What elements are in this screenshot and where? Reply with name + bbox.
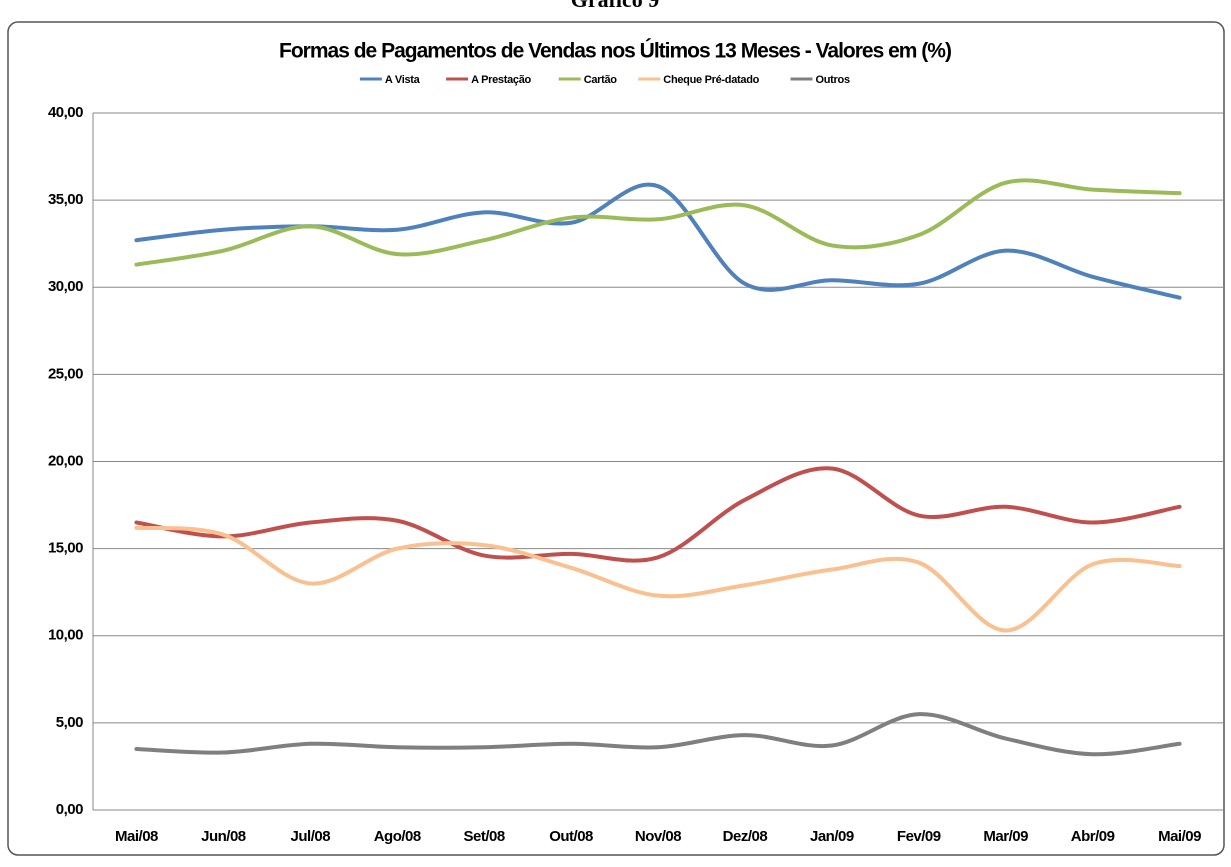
x-tick-label: Ago/08 — [374, 828, 421, 845]
x-tick-label: Out/08 — [549, 828, 593, 845]
legend-label: Cheque Pré-datado — [663, 74, 759, 86]
y-tick-label: 40,00 — [48, 104, 83, 121]
x-tick-label: Dez/08 — [723, 828, 768, 845]
x-tick-label: Abr/09 — [1071, 828, 1115, 845]
legend-label: Outros — [816, 74, 850, 86]
line-series — [134, 466, 1182, 563]
y-tick-label: 5,00 — [56, 714, 83, 731]
y-tick-label: 10,00 — [48, 627, 83, 644]
x-tick-label: Set/08 — [464, 828, 505, 845]
y-tick-label: 25,00 — [48, 365, 83, 382]
x-tick-label: Jul/08 — [291, 828, 331, 845]
x-tick-label: Mai/08 — [115, 828, 158, 845]
y-tick-label: 0,00 — [56, 801, 83, 818]
x-tick-label: Mar/09 — [983, 828, 1028, 845]
legend-label: A Prestação — [471, 74, 531, 86]
x-tick-label: Jun/08 — [201, 828, 246, 845]
line-series — [134, 178, 1182, 267]
legend-label: A Vista — [385, 74, 421, 86]
chart-frame — [7, 21, 1225, 856]
chart-title: Formas de Pagamentos de Vendas nos Últim… — [279, 39, 951, 63]
y-tick-label: 30,00 — [48, 278, 83, 295]
x-tick-label: Fev/09 — [897, 828, 941, 845]
line-series — [134, 712, 1182, 757]
line-series — [134, 525, 1182, 633]
legend-label: Cartão — [584, 74, 618, 86]
x-tick-label: Nov/08 — [635, 828, 681, 845]
page-title: Gráfico 9 — [571, 0, 660, 12]
x-tick-label: Jan/09 — [810, 828, 854, 845]
y-tick-label: 20,00 — [48, 452, 83, 469]
y-tick-label: 15,00 — [48, 540, 83, 557]
x-tick-label: Mai/09 — [1158, 828, 1201, 845]
y-tick-label: 35,00 — [48, 191, 83, 208]
